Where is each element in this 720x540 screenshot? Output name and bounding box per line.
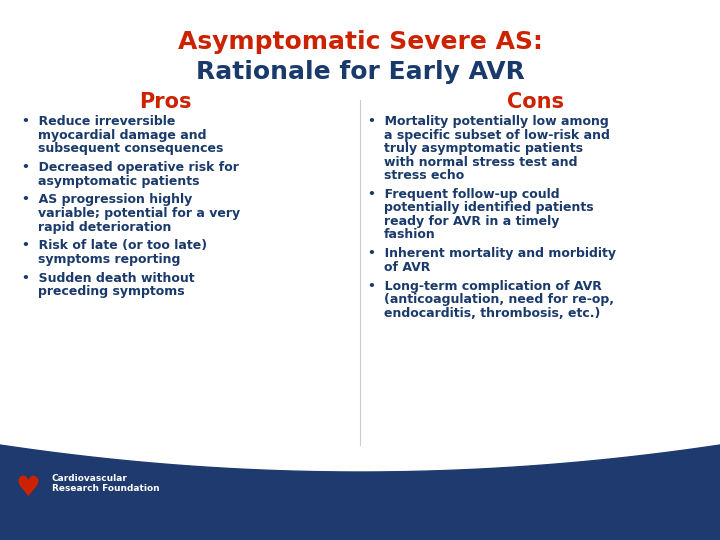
Text: Asymptomatic Severe AS:: Asymptomatic Severe AS:: [178, 30, 542, 54]
Text: endocarditis, thrombosis, etc.): endocarditis, thrombosis, etc.): [384, 307, 600, 320]
Text: rapid deterioration: rapid deterioration: [38, 220, 171, 233]
Text: asymptomatic patients: asymptomatic patients: [38, 174, 199, 187]
Text: potentially identified patients: potentially identified patients: [384, 201, 593, 214]
Text: variable; potential for a very: variable; potential for a very: [38, 207, 240, 220]
Text: symptoms reporting: symptoms reporting: [38, 253, 181, 266]
Text: •  Mortality potentially low among: • Mortality potentially low among: [368, 115, 608, 128]
Text: •  Long-term complication of AVR: • Long-term complication of AVR: [368, 280, 602, 293]
Text: Cardiovascular: Cardiovascular: [52, 474, 128, 483]
Text: ready for AVR in a timely: ready for AVR in a timely: [384, 215, 559, 228]
Text: Rationale for Early AVR: Rationale for Early AVR: [196, 60, 524, 84]
Text: of AVR: of AVR: [384, 261, 431, 274]
Text: •  AS progression highly: • AS progression highly: [22, 193, 192, 206]
Text: •  Inherent mortality and morbidity: • Inherent mortality and morbidity: [368, 247, 616, 260]
Text: Pros: Pros: [139, 92, 192, 112]
Text: subsequent consequences: subsequent consequences: [38, 142, 223, 155]
Text: fashion: fashion: [384, 228, 436, 241]
Text: ♥: ♥: [16, 474, 40, 502]
Text: •  Decreased operative risk for: • Decreased operative risk for: [22, 161, 239, 174]
Text: Cons: Cons: [506, 92, 564, 112]
Text: truly asymptomatic patients: truly asymptomatic patients: [384, 142, 583, 155]
Text: Research Foundation: Research Foundation: [52, 484, 160, 493]
Text: •  Sudden death without: • Sudden death without: [22, 272, 194, 285]
Text: (anticoagulation, need for re-op,: (anticoagulation, need for re-op,: [384, 294, 614, 307]
Text: myocardial damage and: myocardial damage and: [38, 129, 207, 141]
Text: stress echo: stress echo: [384, 169, 464, 182]
Text: •  Reduce irreversible: • Reduce irreversible: [22, 115, 176, 128]
Text: a specific subset of low-risk and: a specific subset of low-risk and: [384, 129, 610, 141]
Text: preceding symptoms: preceding symptoms: [38, 286, 184, 299]
Text: with normal stress test and: with normal stress test and: [384, 156, 577, 168]
Text: •  Frequent follow-up could: • Frequent follow-up could: [368, 188, 559, 201]
Text: •  Risk of late (or too late): • Risk of late (or too late): [22, 240, 207, 253]
